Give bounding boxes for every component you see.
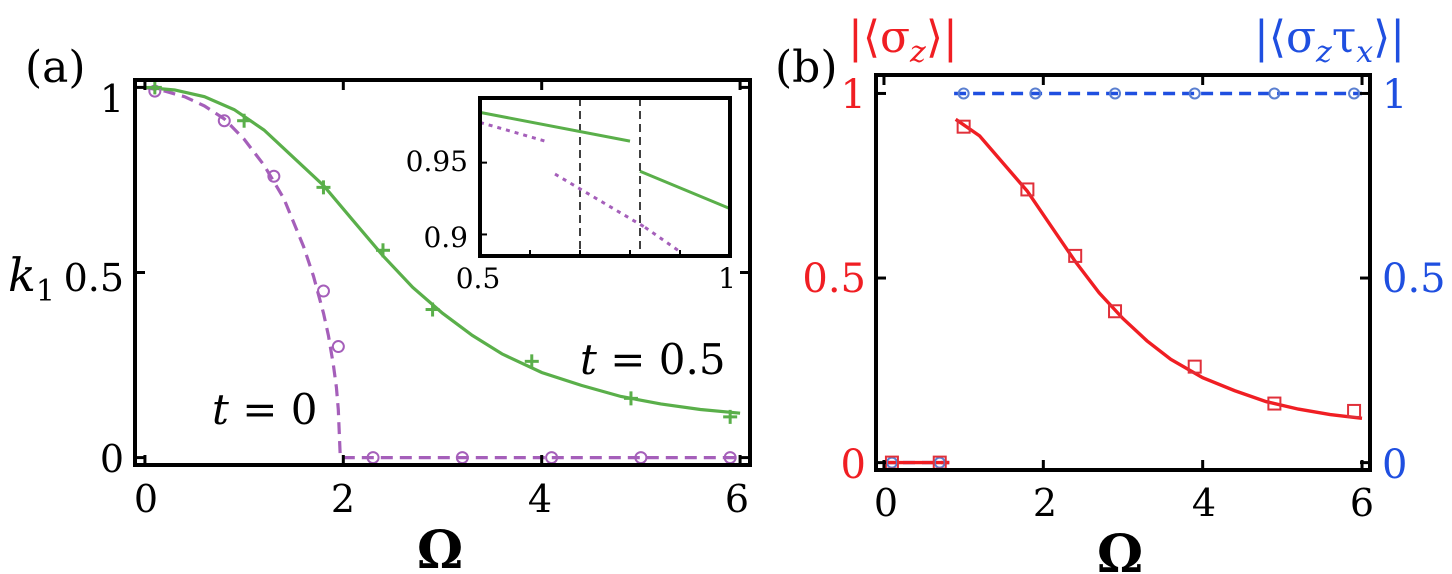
data-point-circle [316,284,330,298]
left-title-end: ⟩| [926,12,958,63]
panel-a: (a) 0 2 4 6 0 0.5 1 Ω k1 t = 0 t = 0.5 [8,42,752,574]
panel-a-y-axis-title: k1 [8,248,55,309]
panel-b-markers [884,87,1362,470]
data-point-circle [267,169,281,183]
panel-a-ticks [135,80,750,465]
data-point-circle [1348,87,1361,100]
data-point-square [1187,359,1202,374]
left-title-sub: z [909,35,926,70]
panel-b-left-y-tick-labels: 0 0.5 1 [802,72,866,488]
inset-vlines [579,98,641,256]
x-tick-label: 6 [725,477,749,521]
annotation-t0-var: t [212,385,229,434]
data-point-circle [1188,87,1201,100]
ylabel-main: k [8,248,36,302]
panel-b-curves [884,91,1363,465]
inset-y-tick-label: 0.9 [423,221,468,254]
data-point-plus [147,80,162,95]
inset-series-line [479,120,546,143]
y-tick-label: 0 [100,437,124,481]
inset-frame [478,96,732,258]
inset-curves [479,110,731,253]
inset-background [480,98,730,256]
panel-b-left-axis-title: |⟨σz⟩| [848,12,958,70]
panel-a-y-tick-labels: 0 0.5 1 [64,77,124,481]
right-y-tick-label: 1 [1382,72,1407,118]
data-point-square [1347,403,1362,418]
panel-a-curves [144,85,741,460]
inset-x-tick-label: 0.5 [456,262,501,295]
data-point-circle [1109,87,1122,100]
panel-b-label: (b) [775,42,838,93]
data-point-plus [237,113,252,128]
panel-b-right-y-tick-labels: 0 0.5 1 [1382,72,1446,488]
panel-b-x-axis-title: Ω [1097,524,1143,574]
data-point-square [1108,304,1123,319]
data-point-plus [723,409,738,424]
right-y-tick-label: 0.5 [1382,256,1446,302]
y-tick-label: 1 [100,77,124,121]
data-point-plus [623,391,638,406]
left-y-tick-label: 1 [841,72,866,118]
data-point-circle [1029,87,1042,100]
left-y-tick-label: 0 [841,442,866,488]
y-tick-label: 0.5 [64,256,124,300]
panel-b-frame [874,73,1372,472]
panel-b: (b) 0 2 4 6 0 0.5 1 0 0.5 1 Ω |⟨σz⟩| |⟨σ… [775,12,1446,574]
panel-a-x-tick-labels: 0 2 4 6 [134,477,749,521]
x-tick-label: 4 [1192,481,1216,525]
annotation-t0-rest: = 0 [229,385,318,434]
data-point-plus [425,302,440,317]
data-point-circle [957,87,970,100]
x-tick-label: 2 [1033,481,1057,525]
data-point-square [1020,182,1035,197]
data-point-square [1068,248,1083,263]
left-title-main: |⟨σ [848,12,910,63]
right-title-main: |⟨σ [1254,12,1316,63]
panel-b-x-tick-labels: 0 2 4 6 [874,481,1374,525]
annotation-t05-rest: = 0.5 [597,335,726,384]
annotation-t05: t = 0.5 [580,335,726,384]
right-title-sub2: x [1356,35,1373,70]
series-line-t0 [144,85,741,460]
right-title-end: ⟩| [1373,12,1405,63]
x-tick-label: 0 [134,477,158,521]
data-point-plus [524,354,539,369]
data-point-circle [331,340,345,354]
panel-b-ticks [876,75,1370,470]
panel-a-x-axis-title: Ω [417,520,463,574]
series-line-left [954,117,1363,420]
data-point-circle [1268,87,1281,100]
data-point-plus [375,243,390,258]
ylabel-subscript: 1 [36,274,55,309]
x-tick-label: 4 [528,477,552,521]
x-tick-label: 2 [331,477,355,521]
inset-series-line [639,169,731,210]
inset-series-line [479,110,631,143]
right-title-sub1: z [1315,35,1332,70]
right-title-mid: τ [1332,12,1356,63]
x-tick-label: 0 [874,481,898,525]
left-y-tick-label: 0.5 [802,256,866,302]
data-point-square [956,119,971,134]
series-line-t05 [144,85,741,415]
panel-a-inset: 0.5 1 0.9 0.95 [406,96,736,295]
annotation-t0: t = 0 [212,385,318,434]
inset-series-line [644,226,681,253]
data-point-circle [217,114,231,128]
inset-x-tick-label: 1 [718,262,736,295]
right-y-tick-label: 0 [1382,442,1407,488]
panel-b-right-axis-title: |⟨σzτx⟩| [1254,12,1405,70]
inset-ticks [480,161,681,256]
inset-y-tick-label: 0.95 [406,145,468,178]
x-tick-label: 6 [1350,481,1374,525]
data-point-plus [316,180,331,195]
annotation-t05-var: t [580,335,597,384]
panel-a-label: (a) [25,42,86,93]
data-point-square [1267,396,1282,411]
